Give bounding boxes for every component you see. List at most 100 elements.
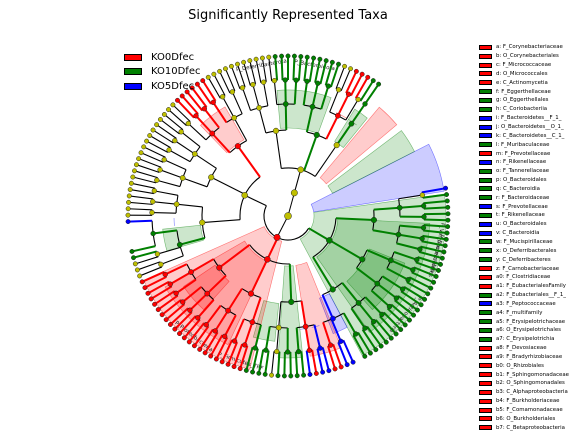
tree-node (273, 233, 281, 241)
tree-node (163, 317, 169, 323)
branch-line (160, 255, 184, 265)
taxa-entry: g: O_Eggerthellales (479, 96, 576, 105)
taxa-label: b: O_Corynebacteriales (496, 53, 559, 60)
branch-line (133, 250, 157, 259)
tree-node (298, 54, 304, 59)
taxa-swatch (479, 212, 492, 218)
taxa-label: i: F_Bacteroidetes__F_1_ (496, 115, 562, 122)
tree-node (131, 255, 136, 261)
branch-line (202, 219, 241, 224)
tree-node (443, 236, 449, 242)
tree-node (151, 188, 157, 194)
taxa-label: a3: F_Peptococcaceae (496, 300, 556, 307)
tree-node (210, 99, 216, 106)
legend: KO0Dfec KO10Dfec KO5Dfec (124, 50, 200, 94)
tree-node (172, 137, 178, 144)
tree-node (439, 255, 445, 261)
tree-node (256, 370, 262, 376)
branch-line (327, 345, 337, 370)
tree-node (433, 274, 439, 279)
taxa-entry: b0: O_Rhizobiales (479, 361, 576, 370)
tree-node (344, 362, 350, 368)
tree-node (138, 150, 144, 156)
tree-node (275, 324, 282, 331)
branch-line (381, 275, 404, 291)
taxa-label: o: F_Tannerellaceae (496, 168, 550, 175)
branch-line (278, 301, 282, 328)
branch-line (140, 152, 164, 163)
tree-node (279, 53, 285, 59)
taxa-swatch (479, 239, 492, 245)
taxa-entry: b1: F_Sphingomonadaceae (479, 370, 576, 379)
taxa-swatch (479, 354, 492, 360)
tree-node (231, 114, 237, 121)
taxa-label: j: O_Bacteroidetes__O_1_ (496, 124, 564, 131)
branch-line (141, 271, 165, 283)
branch-line (188, 322, 205, 343)
branch-line (313, 324, 322, 349)
branch-line (386, 267, 409, 281)
branch-line (130, 189, 154, 195)
branch-line (223, 314, 237, 337)
clade-sector (162, 224, 204, 252)
taxa-swatch (479, 159, 492, 165)
tree-node (219, 359, 225, 365)
taxa-label: a5: F_Erysipelotrichaceae (496, 318, 566, 325)
branch-line (128, 208, 153, 211)
taxa-label: v: C_Bacteroidia (496, 230, 540, 237)
branch-line (159, 169, 183, 179)
tree-node (185, 120, 191, 127)
tree-node (405, 277, 411, 283)
taxa-swatch (479, 177, 492, 183)
tree-node (188, 269, 194, 275)
tree-node (149, 209, 155, 216)
taxa-entry: e: C_Actinomycetia (479, 78, 576, 87)
branch-line (423, 224, 448, 228)
tree-node (330, 315, 336, 322)
tree-node (241, 59, 247, 65)
branch-line (332, 343, 343, 368)
branch-line (399, 204, 424, 209)
tree-node (130, 174, 136, 180)
tree-node (209, 130, 216, 137)
tree-node (271, 78, 278, 84)
taxa-entry: j: O_Bacteroidetes__O_1_ (479, 123, 576, 132)
taxa-label: n: F_Rikenellaceae (496, 159, 547, 166)
branch-line (261, 57, 267, 82)
branch-line (194, 153, 217, 169)
branch-line (207, 77, 221, 99)
branch-line (169, 271, 192, 285)
branch-line (209, 334, 224, 357)
clade-sector (164, 240, 268, 346)
tree-node (338, 338, 344, 344)
tree-node (326, 237, 333, 244)
branch-line (264, 326, 271, 351)
branch-line (250, 258, 269, 295)
tree-node (260, 79, 267, 85)
branch-line (198, 328, 214, 350)
branch-line (135, 256, 159, 265)
tree-node (335, 112, 341, 119)
taxa-label: a2: F_Eubacteriales__F_1_ (496, 292, 566, 299)
branch-line (355, 267, 378, 285)
taxa-label: a7: C_Erysipelotrichia (496, 336, 555, 343)
tree-node (150, 199, 156, 205)
branch-line (152, 212, 177, 214)
branch-line (406, 281, 429, 295)
tree-node (145, 290, 151, 296)
taxa-label: b5: F_Comamonadaceae (496, 407, 563, 414)
branch-line (186, 91, 204, 112)
tree-node (155, 307, 161, 313)
tree-node (441, 249, 447, 255)
tree-node (284, 212, 292, 220)
taxa-entry: a1: F_EubacterialesFamily (479, 282, 576, 291)
tree-node (414, 307, 420, 313)
taxa-label: d: O_Micrococcales (496, 70, 548, 77)
tree-branches (127, 56, 448, 376)
tree-node (197, 346, 203, 352)
tree-node (367, 350, 373, 356)
tree-node (373, 347, 379, 353)
taxa-swatch (479, 142, 492, 148)
branch-line (413, 266, 437, 278)
